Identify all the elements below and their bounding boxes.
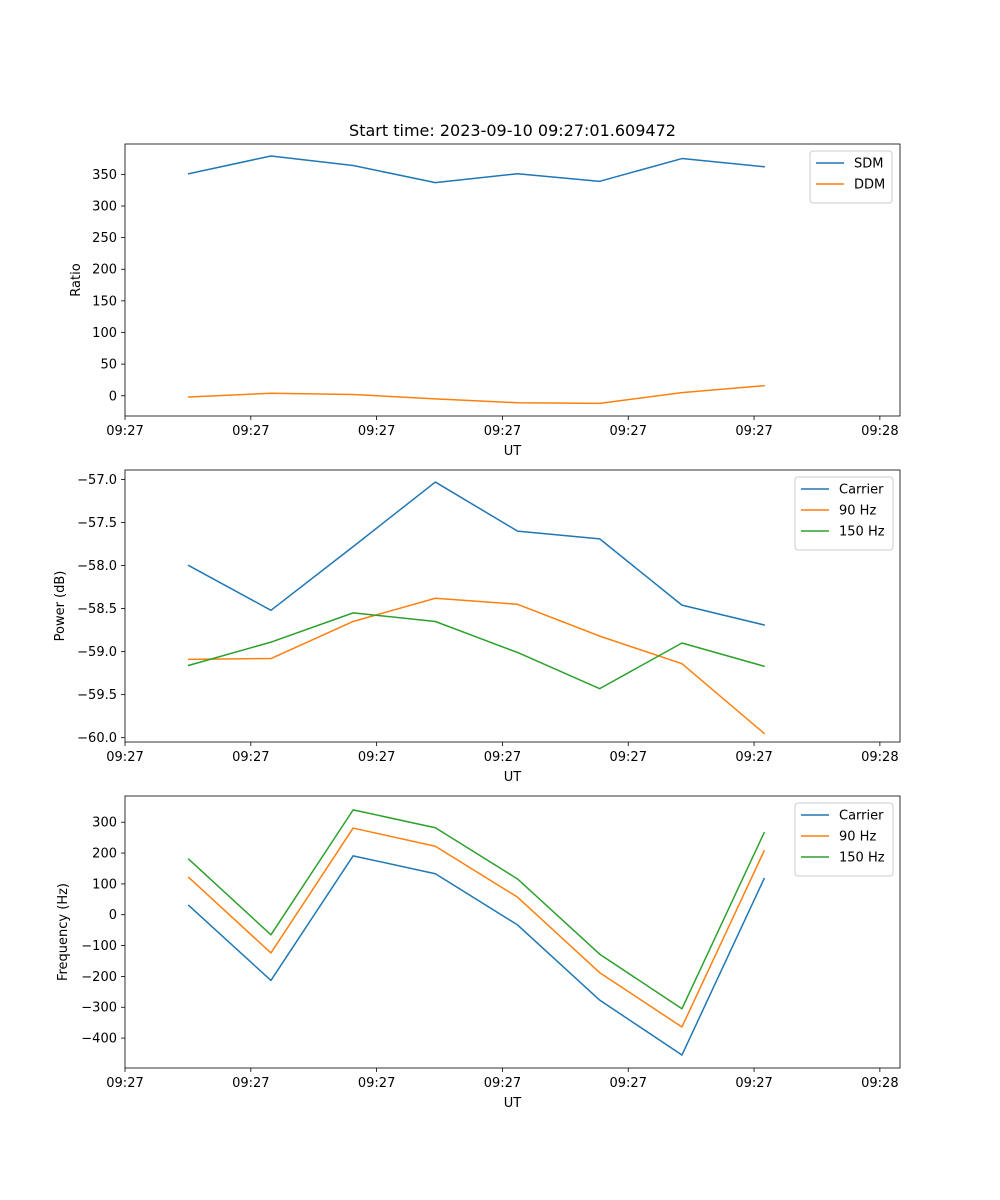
x-tick-label: 09:27 (232, 1076, 269, 1091)
series-line-150-hz (187, 809, 766, 1010)
y-tick-label: 150 (92, 294, 117, 309)
x-tick-label: 09:28 (861, 424, 898, 439)
legend-label: DDM (854, 178, 885, 193)
y-tick-label: 100 (92, 326, 117, 341)
y-tick-label: 50 (100, 358, 117, 373)
y-tick-label: −59.5 (77, 688, 117, 703)
x-axis-label: UT (504, 770, 522, 785)
y-axis-label: Frequency (Hz) (56, 883, 71, 981)
series-line-carrier (187, 481, 766, 626)
y-axis-label: Ratio (69, 263, 84, 296)
subplot-3: 09:27 09:27 09:27 09:27 09:27 09:27 09:28 300 20… (56, 795, 901, 1111)
y-tick-label: 0 (109, 389, 117, 404)
x-tick-label: 09:27 (358, 750, 395, 765)
x-tick-label: 09:27 (484, 750, 521, 765)
y-tick-label: −57.5 (77, 516, 117, 531)
legend: Carrier 90 Hz 150 Hz (794, 802, 894, 877)
x-tick-label: 09:27 (610, 1076, 647, 1091)
x-tick-label: 09:27 (232, 750, 269, 765)
x-tick-label: 09:27 (106, 424, 143, 439)
legend: Carrier 90 Hz 150 Hz (794, 476, 894, 551)
series-line-90-hz (187, 597, 766, 735)
axes-frame (124, 795, 901, 1069)
series-line-ddm (187, 384, 765, 405)
x-tick-label: 09:27 (735, 750, 772, 765)
axes-frame (124, 143, 901, 417)
y-tick-label: 200 (92, 263, 117, 278)
y-tick-label: −57.0 (77, 473, 117, 488)
legend-label: Carrier (839, 809, 884, 824)
y-tick-label: 200 (92, 847, 117, 862)
series-line-150-hz (187, 612, 766, 690)
x-tick-label: 09:27 (735, 424, 772, 439)
x-axis-label: UT (504, 1096, 522, 1111)
x-tick-label: 09:28 (861, 750, 898, 765)
series-group (187, 809, 766, 1056)
series-group (187, 155, 765, 405)
x-tick-label: 09:27 (106, 750, 143, 765)
y-tick-label: −58.5 (77, 602, 117, 617)
x-tick-label: 09:27 (610, 424, 647, 439)
y-tick-label: 350 (92, 168, 117, 183)
y-tick-label: −200 (81, 970, 117, 985)
y-tick-label: 100 (92, 877, 117, 892)
y-axis-label: Power (dB) (53, 571, 68, 642)
y-tick-label: −100 (81, 939, 117, 954)
series-group (187, 481, 766, 735)
legend-label: 150 Hz (839, 851, 885, 866)
x-tick-label: 09:27 (106, 1076, 143, 1091)
y-tick-label: −58.0 (77, 559, 117, 574)
x-axis-label: UT (504, 444, 522, 459)
y-tick-label: −300 (81, 1001, 117, 1016)
x-tick-label: 09:27 (484, 424, 521, 439)
legend-box (809, 150, 893, 204)
legend-label: Carrier (839, 483, 884, 498)
legend-label: 90 Hz (839, 504, 876, 519)
chart-title: Start time: 2023-09-10 09:27:01.609472 (349, 121, 676, 140)
legend: SDM DDM (809, 150, 893, 204)
y-tick-label: 0 (109, 908, 117, 923)
series-line-90-hz (187, 827, 766, 1028)
y-tick-label: 300 (92, 199, 117, 214)
y-tick-label: −60.0 (77, 731, 117, 746)
subplot-2: 09:27 09:27 09:27 09:27 09:27 09:27 09:28 −57.0… (53, 469, 901, 785)
x-tick-label: 09:27 (358, 1076, 395, 1091)
x-tick-label: 09:27 (358, 424, 395, 439)
legend-label: SDM (854, 157, 883, 172)
x-tick-label: 09:27 (232, 424, 269, 439)
y-tick-label: 250 (92, 231, 117, 246)
legend-label: 150 Hz (839, 525, 885, 540)
x-tick-label: 09:28 (861, 1076, 898, 1091)
legend-label: 90 Hz (839, 830, 876, 845)
x-tick-label: 09:27 (610, 750, 647, 765)
y-tick-label: −400 (81, 1032, 117, 1047)
x-tick-label: 09:27 (484, 1076, 521, 1091)
series-line-carrier (187, 855, 766, 1056)
x-tick-label: 09:27 (735, 1076, 772, 1091)
series-line-sdm (187, 155, 765, 184)
y-tick-label: −59.0 (77, 645, 117, 660)
subplot-1: Start time: 2023-09-10 09:27:01.609472 09… (69, 121, 901, 459)
axes-frame (124, 469, 901, 743)
y-tick-label: 300 (92, 816, 117, 831)
